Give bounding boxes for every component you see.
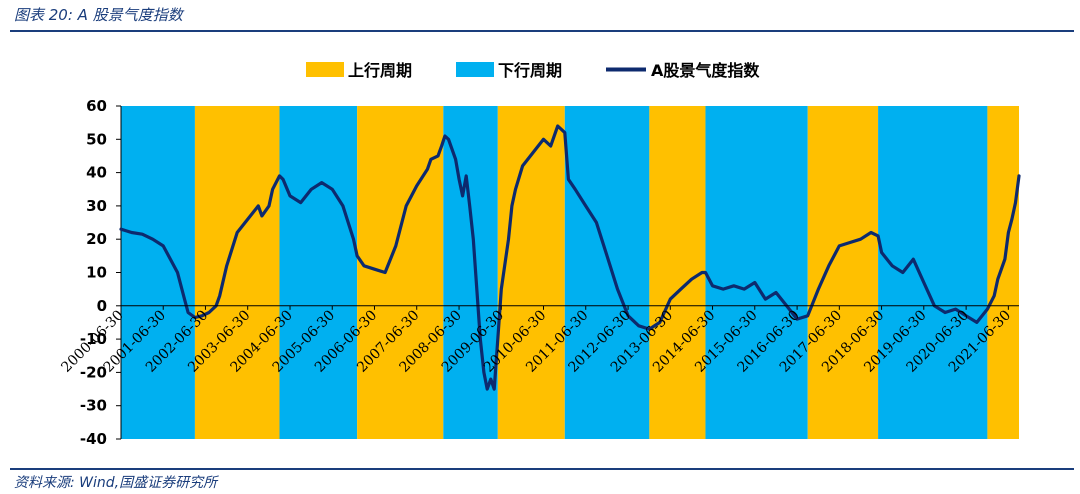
legend: 上行周期 下行周期 A股景气度指数 [306,61,760,80]
cycle-bands [121,106,1019,439]
up-cycle-band-5 [497,106,565,439]
y-tick-label: 10 [86,264,107,282]
y-tick-label: -30 [80,397,107,415]
up-cycle-band-9 [807,106,879,439]
down-cycle-band-0 [121,106,195,439]
source-note: 资料来源: Wind,国盛证券研究所 [14,475,218,491]
legend-label-0: 上行周期 [348,61,412,80]
up-cycle-band-7 [649,106,706,439]
y-tick-label: -20 [80,363,107,381]
up-cycle-band-1 [194,106,280,439]
bottom-rule [10,468,1074,470]
down-cycle-band-10 [878,106,988,439]
y-tick-label: 30 [86,197,107,215]
y-tick-label: 40 [86,164,107,182]
legend-label-2: A股景气度指数 [651,61,760,80]
y-tick-label: -40 [80,430,107,448]
series-line-group [119,124,1021,391]
y-tick-label: -10 [80,330,107,348]
up-cycle-band-11 [987,106,1019,439]
up-cycle-band-3 [357,106,444,439]
y-axis: -40 -30 -20 -10 0 10 20 30 40 50 60 [80,97,122,448]
legend-swatch-1 [456,62,494,77]
top-rule [10,30,1074,32]
down-cycle-band-8 [705,106,808,439]
down-cycle-band-4 [443,106,498,439]
down-cycle-band-2 [279,106,358,439]
legend-swatch-0 [306,62,344,77]
y-tick-label: 60 [86,97,107,115]
legend-label-1: 下行周期 [498,61,562,80]
down-cycle-band-6 [564,106,650,439]
figure-title: 图表 20: A 股景气度指数 [14,6,183,24]
series-line-0 [119,124,1021,391]
y-tick-label: 20 [86,230,107,248]
y-tick-label: 0 [97,297,107,315]
y-tick-label: 50 [86,130,107,148]
